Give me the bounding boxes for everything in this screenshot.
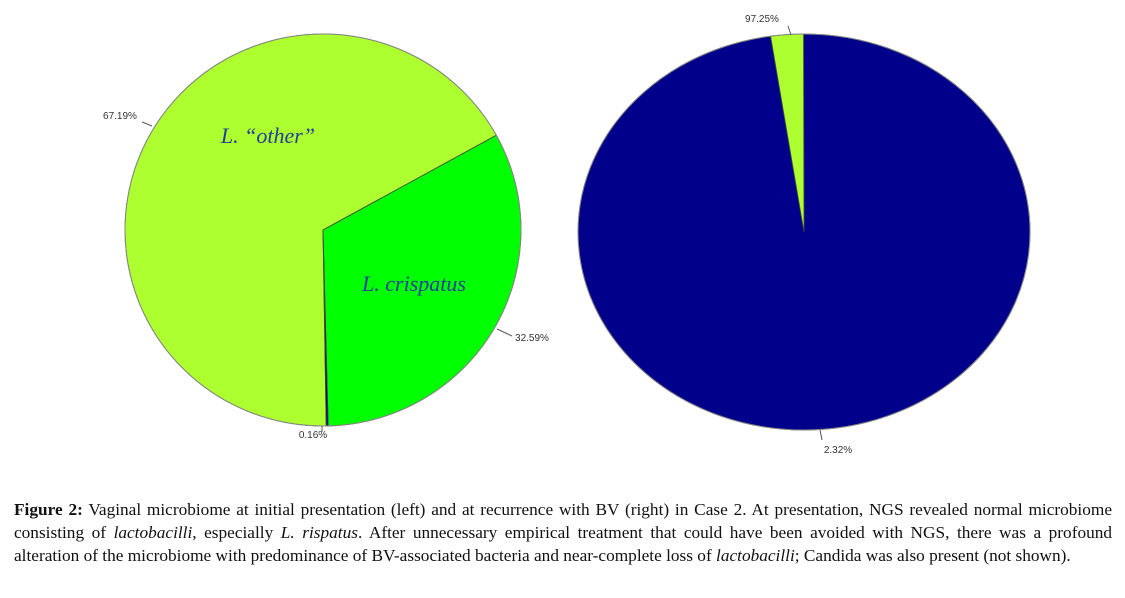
leader-line <box>141 121 153 127</box>
percent-label: 32.59% <box>515 333 549 344</box>
caption-text-1: Vaginal microbiome at initial presentati… <box>14 500 1112 542</box>
caption-text-2: , especially <box>192 523 281 542</box>
pie-outline <box>124 33 522 427</box>
percent-label: 0.16% <box>299 430 327 441</box>
pie-chart-recurrence: 97.25% 2.32% <box>577 14 1031 456</box>
caption-italic-3: lactobacilli <box>716 546 795 565</box>
slice-name-label: L. “other” <box>220 123 315 148</box>
pie-outline <box>577 33 1031 431</box>
percent-label: 2.32% <box>824 445 852 456</box>
pie-charts: L. “other”L. crispatus67.19%32.59%0.16% … <box>103 14 1031 456</box>
leader-line <box>819 429 823 441</box>
leader-line <box>787 25 792 36</box>
figure-caption: Figure 2: Vaginal microbiome at initial … <box>14 498 1112 567</box>
percent-label: 67.19% <box>103 111 137 122</box>
percent-label: 97.25% <box>745 14 779 25</box>
pie-chart-initial: L. “other” L. crispatus 67.19% 32.59% 0.16% <box>103 33 549 441</box>
caption-italic-2: L. rispatus <box>280 523 358 542</box>
caption-italic-1: lactobacilli <box>113 523 193 542</box>
leader-line <box>496 328 513 337</box>
caption-text-3: . After unnecessary empirical treatment … <box>14 523 1113 565</box>
slice-name-label: L. crispatus <box>361 271 466 296</box>
caption-text-4: ; Candida was also present (not shown). <box>794 546 1071 565</box>
caption-label: Figure 2: <box>14 500 83 519</box>
